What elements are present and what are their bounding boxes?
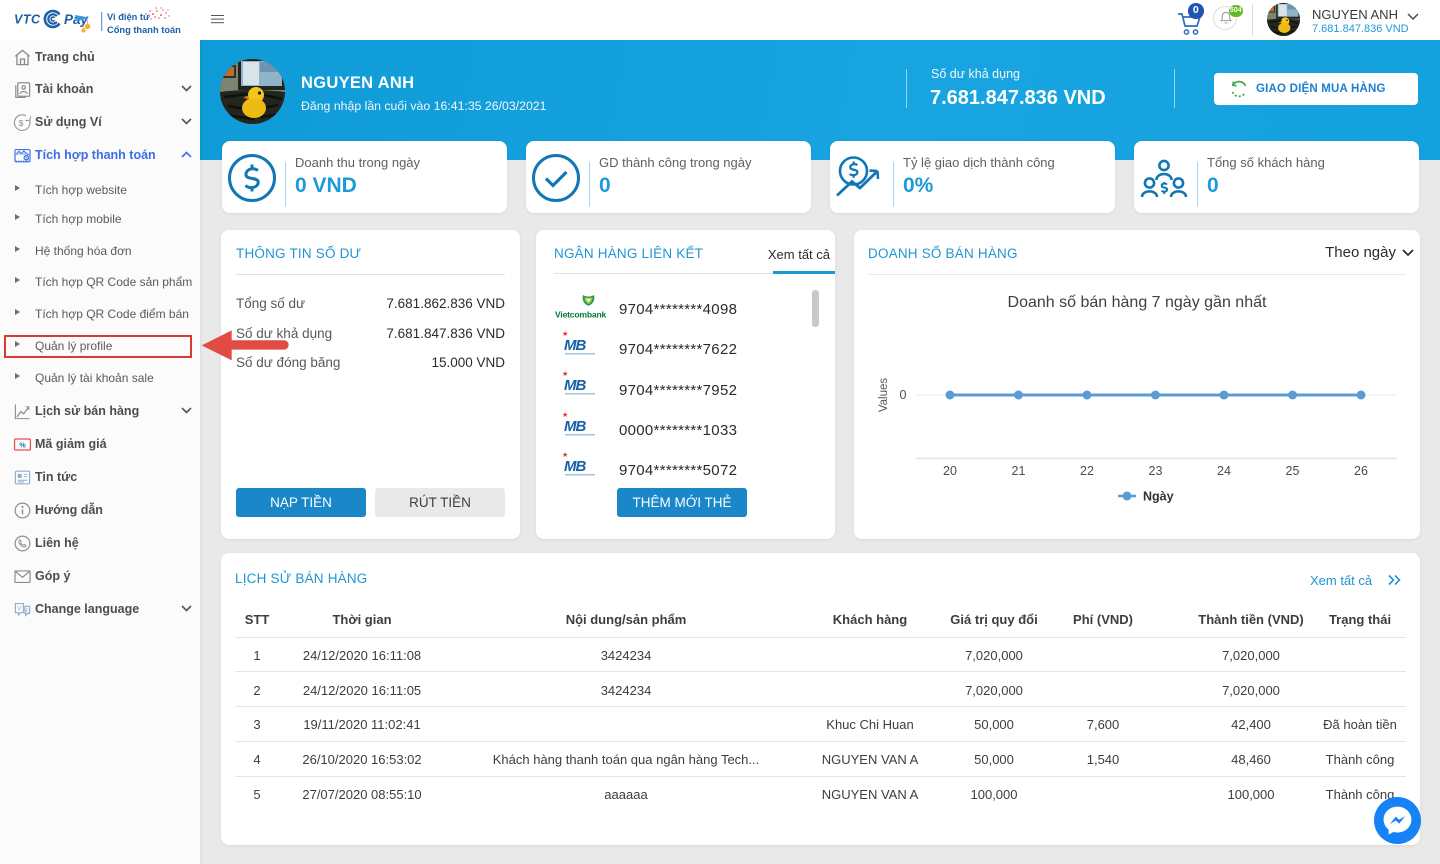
svg-text:%: % xyxy=(19,441,26,449)
svg-text:$: $ xyxy=(25,156,28,162)
svg-text:25: 25 xyxy=(1286,464,1300,478)
svg-text:26: 26 xyxy=(1354,464,1368,478)
svg-text:Vi điện tử: Vi điện tử xyxy=(107,12,150,22)
svg-text:Ngày: Ngày xyxy=(1143,490,1174,504)
svg-text:Vietcombank: Vietcombank xyxy=(555,310,606,320)
svg-text:20: 20 xyxy=(943,464,957,478)
svg-text:Values: Values xyxy=(878,378,890,413)
svg-text:23: 23 xyxy=(1149,464,1163,478)
svg-text:$: $ xyxy=(19,118,24,128)
svg-text:24: 24 xyxy=(1217,464,1231,478)
svg-text:21: 21 xyxy=(1012,464,1026,478)
svg-text:V: V xyxy=(17,606,21,612)
svg-text:E: E xyxy=(26,608,30,614)
svg-text:VTC: VTC xyxy=(14,13,41,27)
svg-text:Cổng thanh toán: Cổng thanh toán xyxy=(107,25,181,35)
svg-text:0: 0 xyxy=(900,388,907,402)
svg-text:22: 22 xyxy=(1080,464,1094,478)
